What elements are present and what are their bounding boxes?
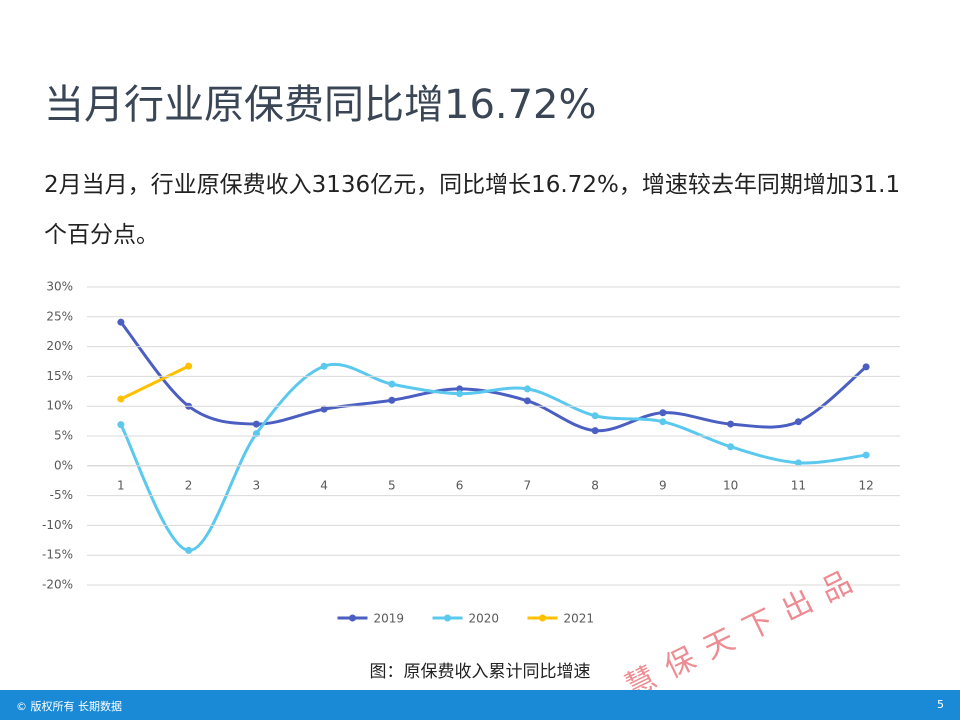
data-point xyxy=(185,546,193,554)
y-tick-label: 0% xyxy=(54,458,73,472)
data-point xyxy=(456,390,464,398)
x-tick-label: 4 xyxy=(320,478,328,492)
slide-title: 当月行业原保费同比增16.72% xyxy=(44,82,597,128)
copyright: © 版权所有 长期数据 xyxy=(16,700,122,713)
data-point xyxy=(252,420,260,428)
legend-label: 2021 xyxy=(564,612,595,626)
series-line xyxy=(120,364,190,401)
x-tick-label: 2 xyxy=(185,478,193,492)
data-point xyxy=(862,451,870,459)
footer: © 版权所有 长期数据 5 xyxy=(0,690,960,720)
legend-label: 2020 xyxy=(469,612,500,626)
y-tick-label: 5% xyxy=(54,429,73,443)
data-point xyxy=(117,421,125,429)
data-point xyxy=(388,396,396,404)
y-tick-label: 30% xyxy=(46,280,73,294)
data-point xyxy=(320,405,328,413)
chart-caption: 图：原保费收入累计同比增速 xyxy=(370,662,591,682)
data-point xyxy=(523,385,531,393)
data-point xyxy=(591,412,599,420)
x-tick-label: 5 xyxy=(388,478,396,492)
x-tick-label: 12 xyxy=(858,478,873,492)
data-point xyxy=(659,409,667,417)
data-point xyxy=(591,427,599,435)
x-tick-label: 3 xyxy=(253,478,261,492)
data-point xyxy=(794,459,802,467)
y-tick-label: -10% xyxy=(42,518,73,532)
y-tick-label: -20% xyxy=(42,578,73,592)
data-point xyxy=(252,430,260,438)
body-text: 2月当月，行业原保费收入3136亿元，同比增长16.72%，增速较去年同期增加3… xyxy=(44,172,901,248)
watermark: 慧 保 天 下 出 品 xyxy=(620,564,860,690)
data-point xyxy=(659,418,667,426)
x-tick-label: 7 xyxy=(524,478,532,492)
y-tick-label: 25% xyxy=(46,309,73,323)
data-point xyxy=(117,318,125,326)
data-point xyxy=(185,362,193,370)
data-point xyxy=(117,395,125,403)
y-tick-label: -5% xyxy=(50,488,73,502)
y-tick-label: -15% xyxy=(42,548,73,562)
x-tick-label: 6 xyxy=(456,478,464,492)
data-point xyxy=(523,397,531,405)
y-tick-label: 10% xyxy=(46,399,73,413)
x-tick-label: 10 xyxy=(723,478,738,492)
x-tick-label: 1 xyxy=(117,478,125,492)
x-tick-label: 9 xyxy=(659,478,667,492)
data-point xyxy=(727,420,735,428)
data-point xyxy=(727,443,735,451)
legend-marker xyxy=(444,614,451,622)
chart: 2021 2020 2019 12 11 10 9 8 7 6 5 4 3 2 1 30% 25% 20% 15% 1… xyxy=(42,280,900,690)
y-tick-label: 15% xyxy=(46,369,73,383)
data-point xyxy=(320,362,328,370)
legend-marker xyxy=(539,614,546,622)
data-point xyxy=(388,380,396,388)
legend-marker xyxy=(349,614,356,622)
data-point xyxy=(862,363,870,371)
page-number: 5 xyxy=(937,698,944,711)
y-tick-label: 20% xyxy=(46,339,73,353)
data-point xyxy=(794,418,802,426)
x-tick-label: 11 xyxy=(791,478,806,492)
legend-label: 2019 xyxy=(374,612,405,626)
x-tick-label: 8 xyxy=(591,478,599,492)
